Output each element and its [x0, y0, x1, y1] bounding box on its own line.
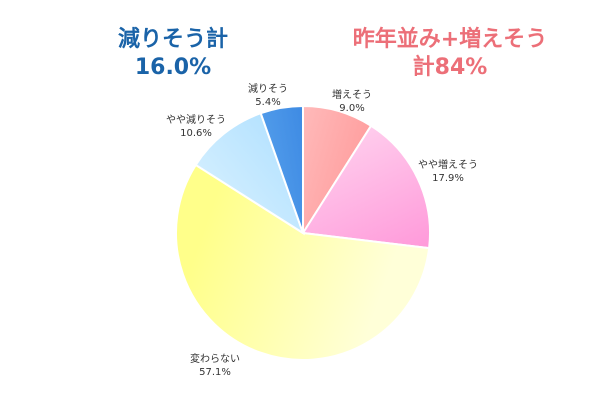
pie-slice-3 — [175, 163, 431, 361]
slice-label-2: やや増えそう — [418, 158, 478, 171]
pie-slice-5 — [259, 104, 304, 234]
slice-label-1: 増えそう — [332, 88, 372, 101]
slice-value-1: 9.0% — [339, 103, 364, 114]
slice-value-3: 57.1% — [199, 367, 231, 378]
pie-slice-4 — [194, 111, 305, 236]
same-or-increase-summary: 昨年並み+増えそう 計84% — [335, 26, 565, 81]
slice-value-4: 10.6% — [180, 128, 212, 139]
same-or-increase-label: 昨年並み+増えそう — [352, 27, 548, 52]
decrease-total-value: 16.0% — [134, 54, 212, 80]
slice-value-5: 5.4% — [255, 97, 280, 108]
same-or-increase-value: 計84% — [412, 54, 488, 80]
slice-label-4: やや減りそう — [166, 113, 226, 126]
slice-label-3: 変わらない — [190, 352, 240, 365]
decrease-total-summary: 減りそう計 16.0% — [88, 26, 258, 81]
pie-slice-2 — [301, 124, 431, 250]
slice-label-5: 減りそう — [248, 82, 288, 95]
decrease-total-label: 減りそう計 — [117, 27, 228, 52]
slice-value-2: 17.9% — [432, 173, 464, 184]
